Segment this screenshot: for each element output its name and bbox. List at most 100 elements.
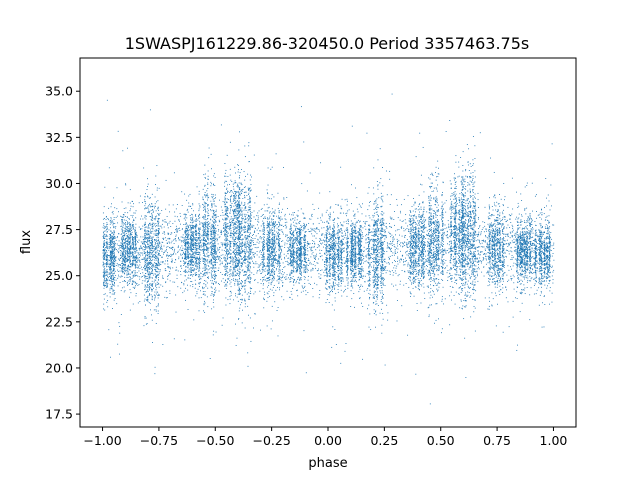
data-point	[262, 271, 264, 273]
data-point	[263, 246, 265, 248]
data-point	[229, 242, 231, 244]
data-point	[299, 238, 301, 240]
data-point	[303, 251, 305, 252]
data-point	[156, 271, 157, 273]
data-point	[262, 269, 264, 271]
data-point	[215, 261, 216, 263]
data-point	[144, 221, 146, 223]
data-point	[229, 184, 230, 185]
data-point	[204, 302, 206, 304]
data-point	[186, 209, 188, 211]
data-point	[233, 243, 235, 245]
data-point	[226, 273, 228, 275]
data-point	[296, 223, 298, 225]
data-point	[237, 300, 239, 302]
data-point	[204, 240, 205, 242]
data-point	[229, 196, 231, 198]
data-point	[203, 231, 205, 233]
data-point	[199, 228, 201, 230]
data-point	[290, 244, 292, 246]
data-point	[111, 253, 113, 254]
data-point	[273, 236, 275, 238]
data-point	[132, 276, 134, 278]
data-point	[333, 275, 334, 277]
data-point	[124, 272, 126, 274]
data-point	[224, 259, 226, 261]
data-point	[289, 255, 291, 257]
data-point	[103, 206, 105, 208]
data-point	[238, 287, 240, 289]
data-point	[152, 282, 154, 284]
data-point	[158, 254, 160, 256]
data-point	[157, 310, 159, 312]
data-point	[199, 276, 201, 278]
data-point	[189, 221, 191, 223]
data-point	[237, 219, 239, 221]
data-point	[195, 245, 197, 247]
data-point	[328, 260, 330, 262]
data-point	[112, 253, 114, 255]
data-point	[248, 227, 250, 229]
data-point	[272, 244, 274, 246]
data-point	[291, 257, 293, 259]
data-point	[263, 279, 265, 281]
data-point	[262, 264, 264, 266]
data-point	[231, 279, 233, 281]
data-point	[268, 245, 270, 247]
data-point	[292, 256, 294, 258]
data-point	[154, 366, 156, 368]
data-point	[155, 275, 157, 277]
data-point	[224, 280, 226, 282]
data-point	[332, 267, 334, 269]
data-point	[204, 226, 206, 228]
data-point	[242, 242, 243, 243]
data-point	[239, 205, 241, 207]
data-point	[266, 265, 268, 266]
data-point	[262, 245, 264, 247]
data-point	[241, 286, 243, 287]
data-point	[206, 273, 208, 275]
data-point	[326, 241, 328, 243]
data-point	[196, 225, 197, 227]
data-point	[198, 251, 200, 253]
data-point	[269, 254, 271, 256]
data-point	[112, 291, 114, 293]
data-point	[243, 260, 245, 262]
data-point	[241, 201, 243, 203]
data-point	[212, 193, 214, 195]
data-point	[157, 233, 159, 235]
data-point	[303, 248, 305, 249]
data-point	[111, 251, 113, 253]
data-point	[245, 175, 246, 177]
data-point	[205, 244, 206, 246]
data-point	[223, 256, 225, 258]
data-point	[301, 248, 303, 250]
data-point	[230, 227, 232, 229]
data-point	[191, 214, 193, 216]
data-point	[126, 246, 128, 248]
data-point	[110, 276, 112, 278]
data-point	[326, 260, 328, 262]
data-point	[193, 260, 194, 262]
data-point	[235, 182, 237, 184]
data-point	[240, 192, 242, 194]
data-point	[113, 247, 115, 249]
data-point	[113, 197, 115, 199]
data-point	[102, 247, 104, 248]
data-point	[207, 255, 209, 257]
data-point	[113, 279, 115, 281]
data-point	[290, 255, 292, 257]
data-point	[157, 221, 159, 223]
data-point	[249, 190, 251, 192]
data-point	[196, 232, 198, 234]
data-point	[329, 265, 331, 267]
data-point	[212, 229, 214, 231]
data-point	[240, 251, 242, 253]
data-point	[144, 234, 146, 236]
data-point	[155, 229, 157, 230]
data-point	[154, 262, 156, 264]
data-point	[210, 270, 212, 272]
data-point	[129, 234, 131, 236]
data-point	[155, 285, 156, 287]
data-point	[203, 245, 205, 247]
